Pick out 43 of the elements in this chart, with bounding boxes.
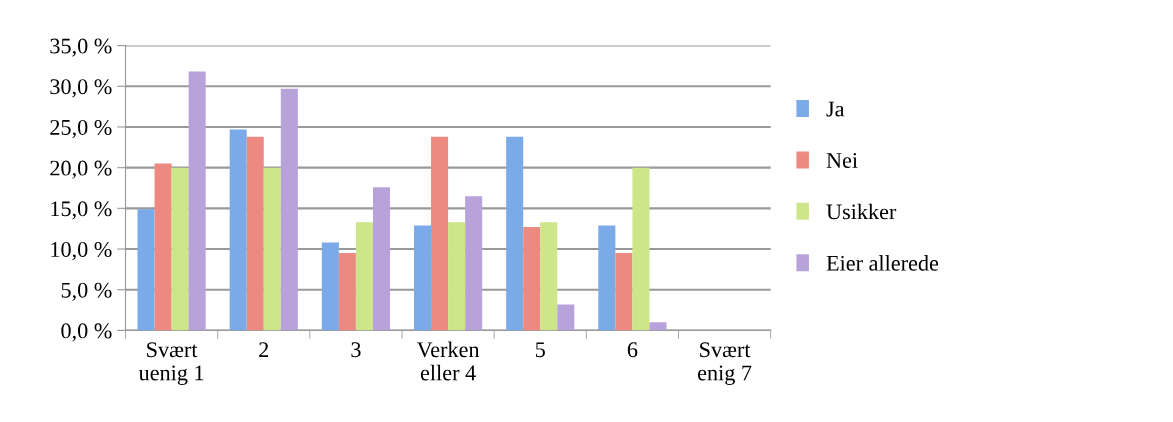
bar bbox=[632, 167, 650, 331]
x-tick-label: 6 bbox=[627, 342, 638, 358]
bar bbox=[171, 167, 189, 331]
bar bbox=[137, 209, 155, 331]
x-tick-label: Svært enig 7 bbox=[697, 342, 752, 385]
x-tick-label: Verken eller 4 bbox=[416, 341, 480, 381]
bar bbox=[448, 222, 466, 331]
bar bbox=[540, 222, 558, 331]
legend-label: Ja bbox=[826, 101, 845, 117]
x-tick-label: Svært uenig 1 bbox=[138, 342, 204, 385]
legend-label: Usikker bbox=[826, 203, 897, 220]
bar bbox=[615, 253, 633, 331]
bar bbox=[413, 225, 432, 331]
bar bbox=[523, 227, 541, 331]
x-tick-label: 5 bbox=[535, 342, 545, 358]
x-tick-label: 3 bbox=[351, 342, 361, 358]
bar bbox=[557, 304, 575, 331]
bar bbox=[321, 242, 339, 331]
bar bbox=[355, 222, 373, 331]
bar bbox=[229, 129, 247, 331]
y-tick-label: 0,0 % bbox=[61, 323, 112, 342]
x-tick-label: 2 bbox=[259, 342, 269, 357]
bar bbox=[506, 136, 524, 331]
y-tick-label: 35,0 % bbox=[50, 38, 112, 57]
bar bbox=[154, 163, 172, 331]
y-tick-label: 25,0 % bbox=[50, 119, 112, 139]
y-tick-label: 5,0 % bbox=[61, 282, 112, 301]
y-tick-label: 20,0 % bbox=[50, 160, 112, 179]
bar bbox=[649, 322, 667, 331]
y-tick-label: 30,0 % bbox=[50, 79, 112, 98]
legend-label: Nei bbox=[826, 153, 858, 168]
bar bbox=[338, 253, 356, 331]
y-tick-label: 10,0 % bbox=[51, 241, 112, 261]
bar bbox=[372, 187, 391, 331]
bar bbox=[188, 71, 206, 331]
bar bbox=[598, 225, 616, 331]
legend-label: Eier allerede bbox=[826, 255, 939, 271]
y-tick-label: 15,0 % bbox=[51, 201, 112, 220]
bar bbox=[280, 88, 298, 331]
bar bbox=[246, 136, 264, 331]
bar bbox=[263, 167, 281, 331]
bar bbox=[431, 136, 449, 331]
bar bbox=[465, 196, 483, 331]
